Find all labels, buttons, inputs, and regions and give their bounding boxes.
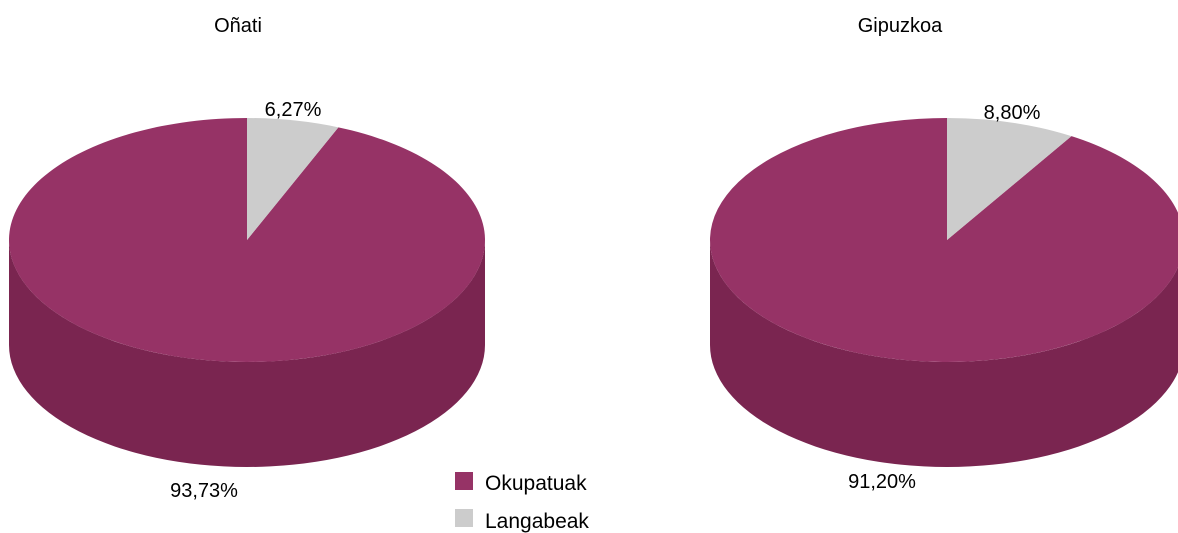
pie-chart-onati (8, 118, 486, 467)
data-label-gipuzkoa-langabeak: 8,80% (984, 102, 1041, 124)
chart-title-onati: Oñati (214, 15, 262, 37)
pie-chart-gipuzkoa (710, 118, 1178, 467)
pie-slice-langabeak (947, 118, 1072, 240)
legend: Okupatuak Langabeak (455, 472, 589, 533)
pie-side-wall (9, 240, 485, 467)
data-label-onati-okupatuak: 93,73% (170, 480, 238, 502)
chart-title-gipuzkoa: Gipuzkoa (858, 15, 943, 37)
data-label-onati-langabeak: 6,27% (265, 99, 322, 121)
legend-swatch-okupatuak (455, 472, 473, 490)
data-label-gipuzkoa-okupatuak: 91,20% (848, 471, 916, 493)
legend-label-langabeak: Langabeak (485, 510, 589, 533)
pie-side-wall (710, 240, 1178, 467)
legend-swatch-langabeak (455, 509, 473, 527)
legend-label-okupatuak: Okupatuak (485, 472, 587, 495)
pie-slice-langabeak (247, 118, 339, 240)
pie-slice-okupatuak (8, 118, 486, 363)
pie-slice-okupatuak (710, 118, 1178, 362)
